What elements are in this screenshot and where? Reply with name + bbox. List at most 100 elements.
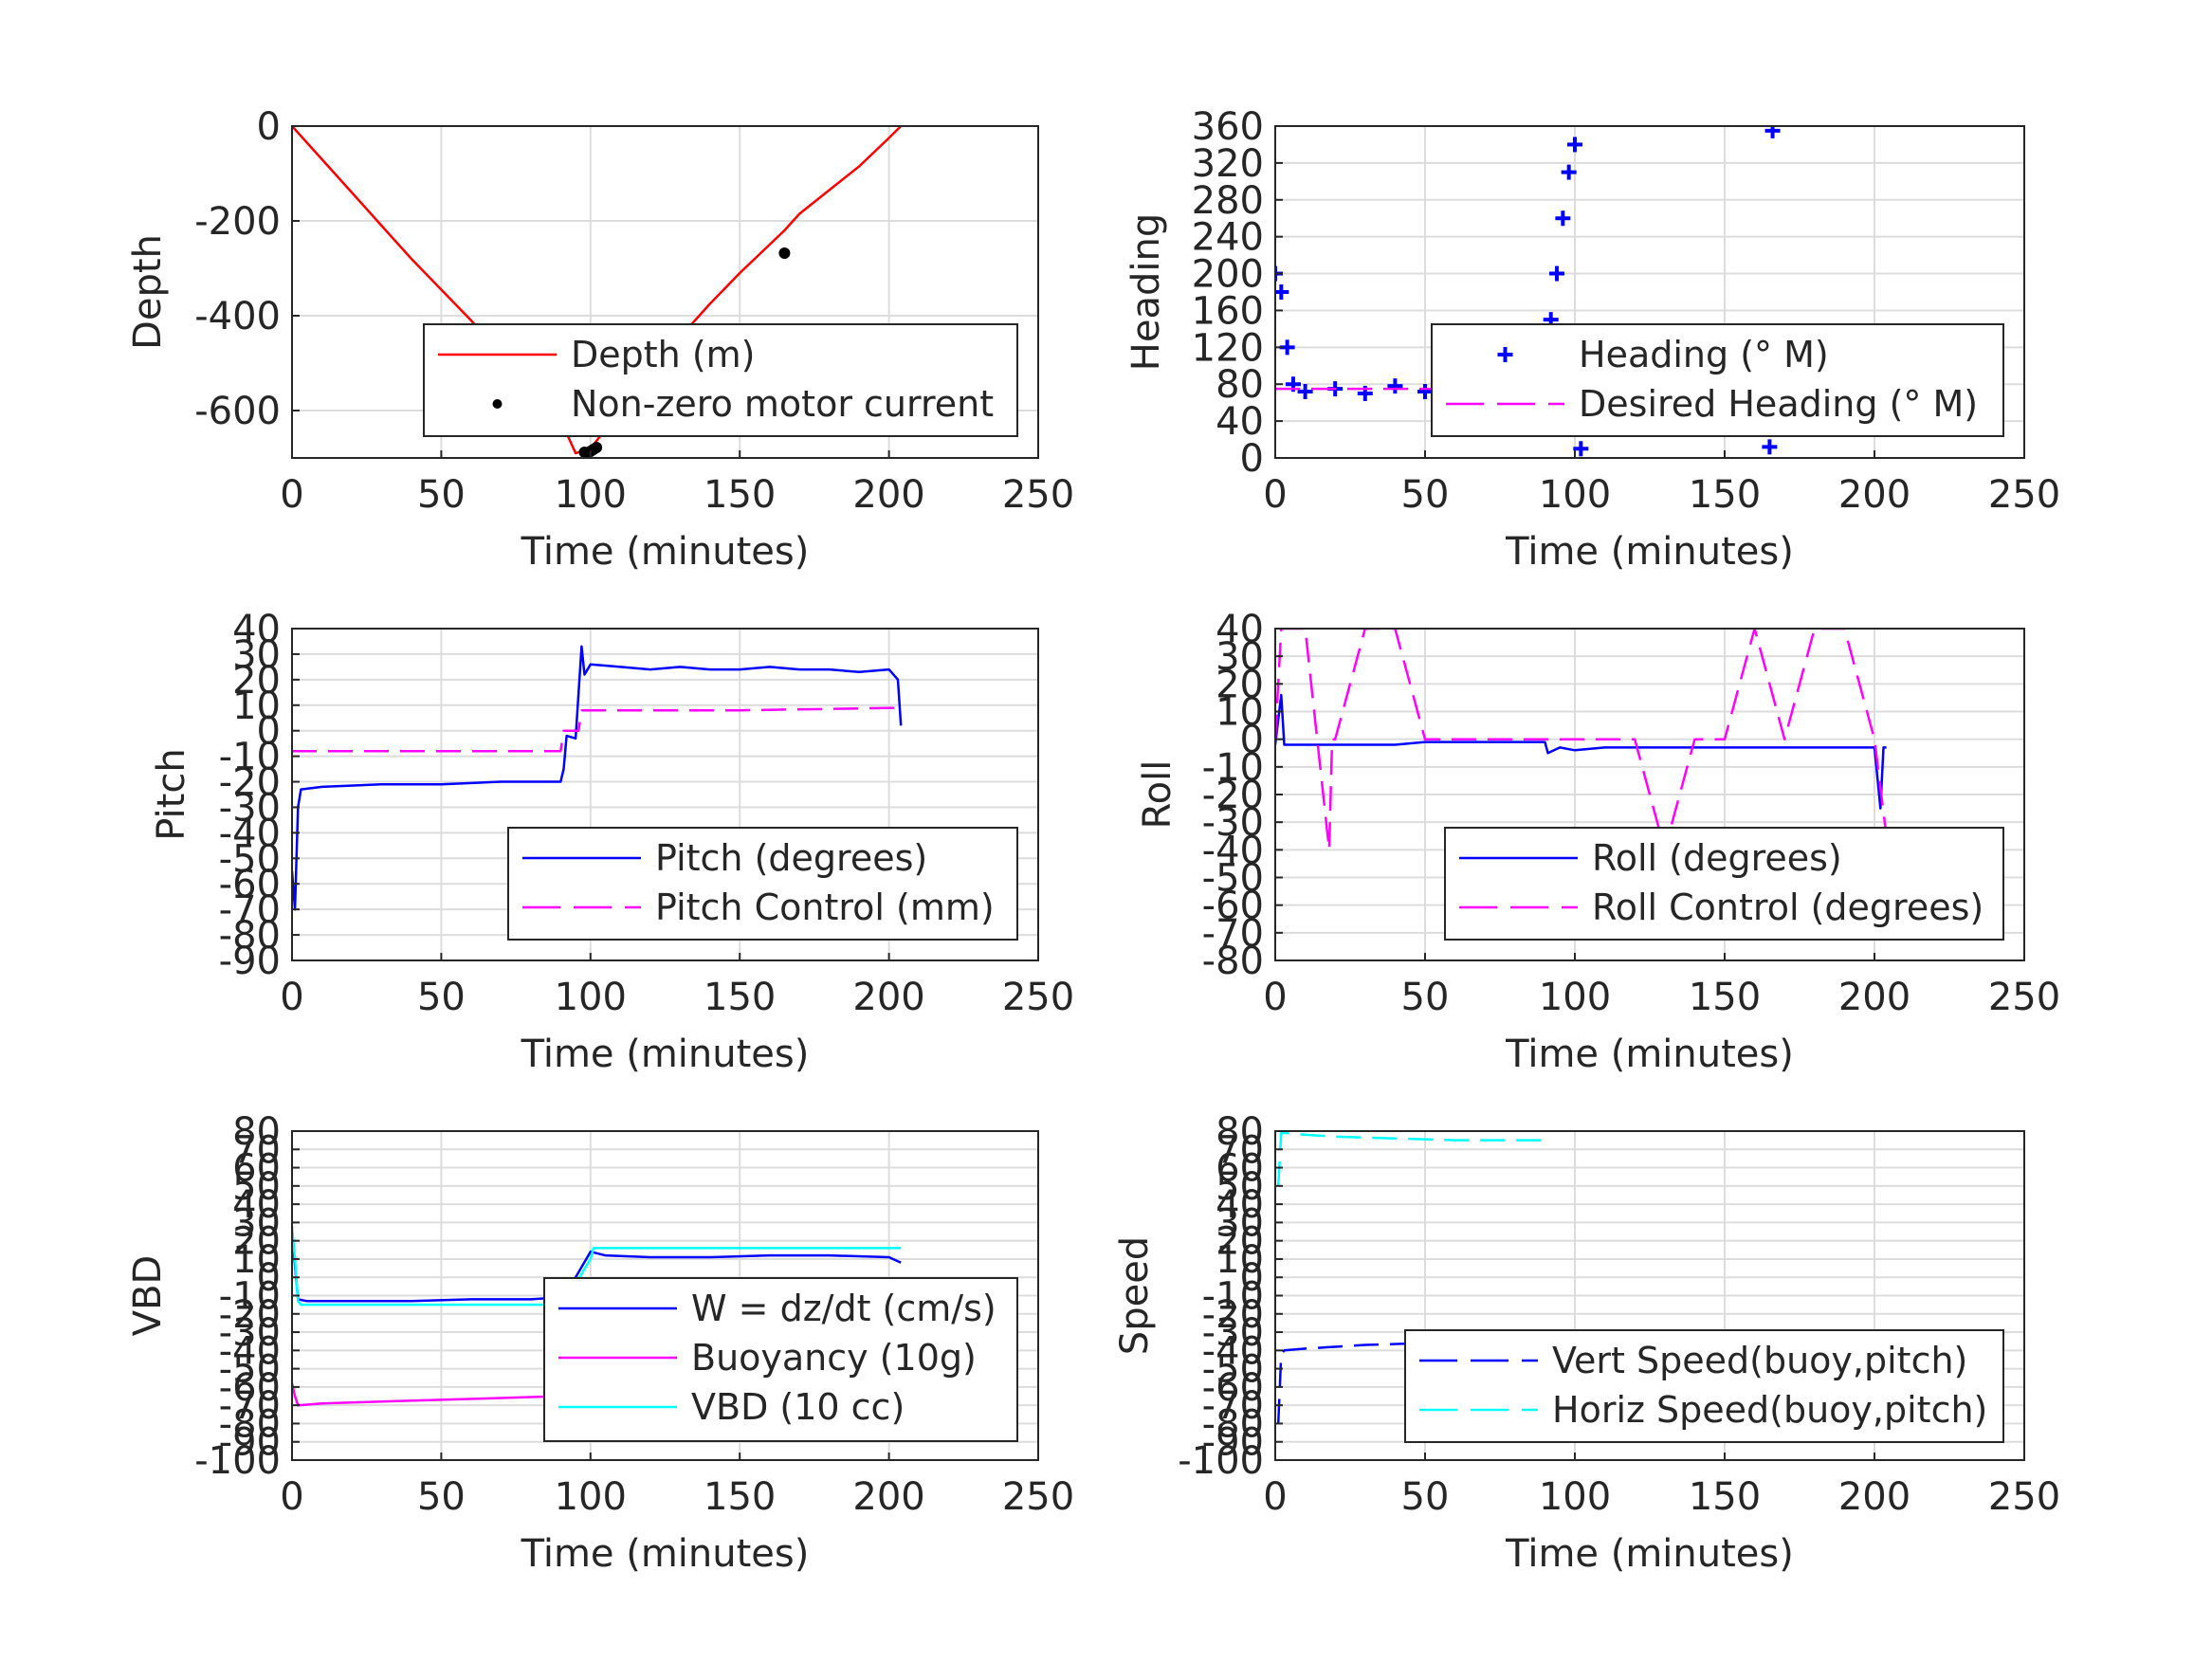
y-tick-label: -20 bbox=[1202, 1293, 1264, 1337]
x-tick-label: 150 bbox=[1689, 473, 1761, 517]
series-buoyancy-10g-line bbox=[292, 1382, 561, 1407]
y-tick-label: -40 bbox=[219, 812, 281, 855]
y-tick-label: -90 bbox=[219, 940, 281, 983]
y-tick-label: -70 bbox=[219, 1384, 281, 1428]
tick-labels: 0 50 100 150 200 250403020100-10-20-30-40-50-… bbox=[1202, 608, 2061, 1019]
legend: Vert Speed(buoy,pitch) Horiz Speed(buoy,p… bbox=[1404, 1329, 2004, 1443]
x-tick-label: 100 bbox=[1539, 976, 1611, 1019]
y-tick-label: -100 bbox=[194, 1439, 281, 1483]
y-tick-label: 30 bbox=[232, 1201, 281, 1245]
y-tick-label: 30 bbox=[1216, 635, 1264, 679]
x-tick-label: 200 bbox=[852, 1475, 924, 1519]
subplot-6: 0 50 100 150 200 25080706050403020100-10-20-3… bbox=[1113, 1110, 2060, 1576]
y-tick-label: 30 bbox=[1216, 1201, 1264, 1245]
legend-box bbox=[507, 827, 1018, 941]
series-heading-m-point bbox=[1417, 384, 1433, 399]
axes-box bbox=[291, 125, 1039, 459]
x-tick-label: 0 bbox=[280, 1475, 303, 1519]
series-roll-control-degrees-line bbox=[1275, 629, 1888, 851]
legend-entry: VBD (10 cc) bbox=[691, 1386, 905, 1428]
x-axis-label: Time (minutes) bbox=[1505, 1033, 1794, 1076]
y-tick-label: -50 bbox=[219, 837, 281, 881]
legend: Depth (m) Non-zero motor current bbox=[423, 323, 1018, 437]
legend-entry: Vert Speed(buoy,pitch) bbox=[1552, 1340, 1967, 1381]
x-axis-label: Time (minutes) bbox=[521, 1033, 810, 1076]
x-tick-label: 50 bbox=[1401, 976, 1450, 1019]
legend: Heading (° M) Desired Heading (° M) bbox=[1431, 323, 2004, 437]
series-group bbox=[1275, 629, 1888, 851]
y-tick-label: -200 bbox=[194, 200, 281, 244]
x-tick-label: 200 bbox=[852, 976, 924, 1019]
y-tick-label: 40 bbox=[1216, 400, 1264, 444]
subplot-3: 0 50 100 150 200 250403020100-10-20-30-40-50-… bbox=[150, 608, 1074, 1076]
y-axis-label: Pitch bbox=[150, 748, 193, 840]
x-tick-label: 150 bbox=[704, 976, 776, 1019]
y-tick-label: -60 bbox=[1202, 1366, 1264, 1410]
y-tick-label: 50 bbox=[1216, 1165, 1264, 1209]
legend-box bbox=[1404, 1329, 2004, 1443]
legend: Roll (degrees) Roll Control (degrees) bbox=[1444, 827, 2004, 941]
y-tick-label: -90 bbox=[219, 1421, 281, 1465]
series-heading-m-point bbox=[1555, 210, 1571, 227]
x-tick-label: 100 bbox=[1539, 1475, 1611, 1519]
y-tick-label: -60 bbox=[219, 863, 281, 906]
y-tick-label: 70 bbox=[1216, 1128, 1264, 1172]
y-tick-label: -10 bbox=[1202, 746, 1264, 790]
x-tick-label: 0 bbox=[1263, 976, 1287, 1019]
legend-box bbox=[1431, 323, 2004, 437]
x-tick-label: 50 bbox=[417, 1475, 466, 1519]
y-tick-label: 10 bbox=[232, 1238, 281, 1282]
tick-labels: 0 50 100 150 200 250403020100-10-20-30-40-50-… bbox=[219, 608, 1075, 1019]
subplot-2: 0 50 100 150 200 2503603202802402001601208040… bbox=[1124, 105, 2060, 574]
tick-labels: 0 50 100 150 200 250 0 -200 -400 -600 bbox=[194, 105, 1074, 517]
y-tick-label: -400 bbox=[194, 295, 281, 338]
y-tick-label: -80 bbox=[219, 1402, 281, 1446]
y-tick-label: 0 bbox=[257, 710, 281, 754]
y-tick-label: 20 bbox=[1216, 663, 1264, 706]
y-tick-label: 80 bbox=[232, 1110, 281, 1154]
y-tick-label: -20 bbox=[1202, 774, 1264, 817]
legend-entry: Heading (° M) bbox=[1579, 334, 1829, 375]
legend-entry: Desired Heading (° M) bbox=[1579, 383, 1978, 425]
y-tick-label: -90 bbox=[1202, 1421, 1264, 1465]
x-tick-label: 250 bbox=[1988, 976, 2060, 1019]
y-tick-label: 0 bbox=[1240, 437, 1264, 481]
y-tick-label: -600 bbox=[194, 390, 281, 433]
y-tick-label: 280 bbox=[1192, 179, 1264, 223]
legend-entry: Pitch (degrees) bbox=[655, 837, 927, 879]
y-tick-label: -10 bbox=[219, 1275, 281, 1319]
y-tick-label: 120 bbox=[1192, 326, 1264, 370]
legend-box bbox=[423, 323, 1018, 437]
y-tick-label: 50 bbox=[232, 1165, 281, 1209]
y-tick-label: -80 bbox=[1202, 940, 1264, 983]
y-tick-label: -70 bbox=[1202, 912, 1264, 956]
y-tick-label: -50 bbox=[1202, 1348, 1264, 1392]
y-tick-label: -30 bbox=[1202, 1311, 1264, 1355]
series-heading-m-point bbox=[1387, 378, 1403, 394]
legend-entry: W = dz/dt (cm/s) bbox=[691, 1288, 996, 1329]
series-non-zero-motor-current-point bbox=[591, 442, 603, 453]
y-axis-label: Speed bbox=[1113, 1236, 1157, 1355]
series-heading-m-point bbox=[1561, 164, 1577, 180]
x-axis-label: Time (minutes) bbox=[1505, 1532, 1794, 1576]
x-tick-label: 100 bbox=[1539, 473, 1611, 517]
series-heading-m-point bbox=[1549, 265, 1565, 282]
y-tick-label: 0 bbox=[1240, 1256, 1264, 1300]
x-tick-label: 250 bbox=[1988, 1475, 2060, 1519]
y-tick-label: -40 bbox=[1202, 1329, 1264, 1373]
subplot-5: 0 50 100 150 200 25080706050403020100-10-20-3… bbox=[126, 1110, 1074, 1576]
legend: W = dz/dt (cm/s) Buoyancy (10g) VBD (10 cc… bbox=[543, 1277, 1018, 1442]
y-tick-label: 10 bbox=[232, 685, 281, 728]
legend-box bbox=[543, 1277, 1018, 1442]
y-axis-label: Heading bbox=[1124, 213, 1168, 371]
legend-entry: Buoyancy (10g) bbox=[691, 1337, 977, 1379]
y-tick-label: -50 bbox=[1202, 857, 1264, 901]
y-tick-label: -30 bbox=[219, 1311, 281, 1355]
series-heading-m-point bbox=[1297, 384, 1313, 399]
y-tick-label: 60 bbox=[1216, 1147, 1264, 1191]
axes-box bbox=[291, 628, 1039, 961]
x-tick-label: 250 bbox=[1002, 976, 1074, 1019]
x-tick-label: 100 bbox=[555, 976, 627, 1019]
